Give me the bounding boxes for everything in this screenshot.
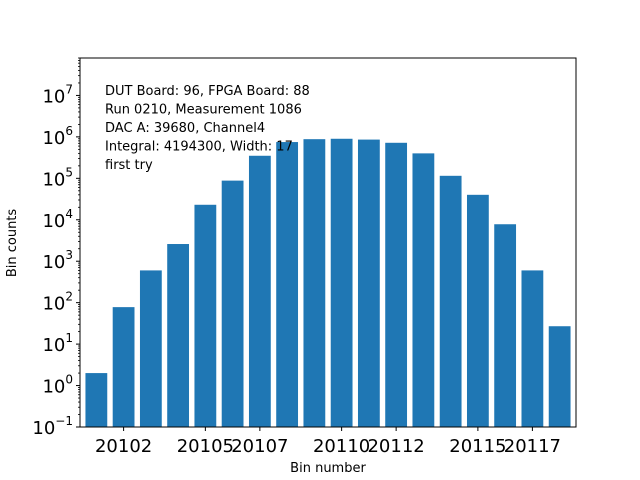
y-tick-label: 106 bbox=[42, 124, 73, 149]
y-tick-label: 10−1 bbox=[32, 414, 73, 439]
bar-20104 bbox=[167, 244, 190, 427]
bar-20114 bbox=[439, 175, 462, 427]
plot-frame bbox=[79, 57, 577, 428]
y-tick-label: 102 bbox=[42, 290, 73, 315]
x-tick-label: 20115 bbox=[449, 436, 506, 457]
x-tick-label: 20110 bbox=[313, 436, 370, 457]
x-tick-label: 20102 bbox=[95, 436, 152, 457]
bar-20107 bbox=[248, 155, 271, 427]
bar-20106 bbox=[221, 180, 244, 427]
bars-group bbox=[85, 138, 571, 428]
y-tick-label: 101 bbox=[42, 331, 73, 356]
bar-20108 bbox=[276, 142, 299, 428]
y-axis-label: Bin counts bbox=[5, 209, 20, 278]
bar-20112 bbox=[385, 142, 408, 428]
x-tick-label: 20112 bbox=[367, 436, 424, 457]
x-tick-label: 20117 bbox=[504, 436, 561, 457]
x-tick-label: 20107 bbox=[231, 436, 288, 457]
annotation-line: first try bbox=[105, 158, 153, 173]
bar-20105 bbox=[194, 204, 217, 427]
bar-20113 bbox=[412, 153, 435, 427]
y-tick-label: 104 bbox=[42, 207, 73, 232]
y-tick-label: 103 bbox=[42, 248, 73, 273]
annotation-line: Integral: 4194300, Width: 17 bbox=[105, 140, 293, 155]
annotation-line: DAC A: 39680, Channel4 bbox=[105, 121, 265, 136]
bar-20116 bbox=[494, 224, 517, 427]
bar-20109 bbox=[303, 139, 326, 427]
annotation-line: DUT Board: 96, FPGA Board: 88 bbox=[105, 84, 310, 99]
bar-20101 bbox=[85, 373, 108, 427]
x-tick-label: 20105 bbox=[177, 436, 234, 457]
annotation-line: Run 0210, Measurement 1086 bbox=[105, 103, 302, 118]
x-axis-label: Bin number bbox=[290, 461, 366, 476]
y-tick-label: 107 bbox=[42, 82, 73, 107]
bar-20103 bbox=[139, 270, 162, 427]
y-axis-ticks: 10−1 100 101 102 103 104 105 106 107 bbox=[32, 57, 80, 439]
bar-20117 bbox=[521, 270, 544, 427]
annotation-box: DUT Board: 96, FPGA Board: 88 Run 0210, M… bbox=[105, 84, 310, 173]
bar-20110 bbox=[330, 138, 353, 427]
bar-20115 bbox=[466, 194, 489, 427]
bar-20102 bbox=[112, 307, 135, 427]
y-tick-label: 105 bbox=[42, 165, 73, 190]
bar-20118 bbox=[548, 326, 571, 427]
y-tick-label: 100 bbox=[42, 373, 73, 398]
bar-20111 bbox=[357, 139, 380, 427]
